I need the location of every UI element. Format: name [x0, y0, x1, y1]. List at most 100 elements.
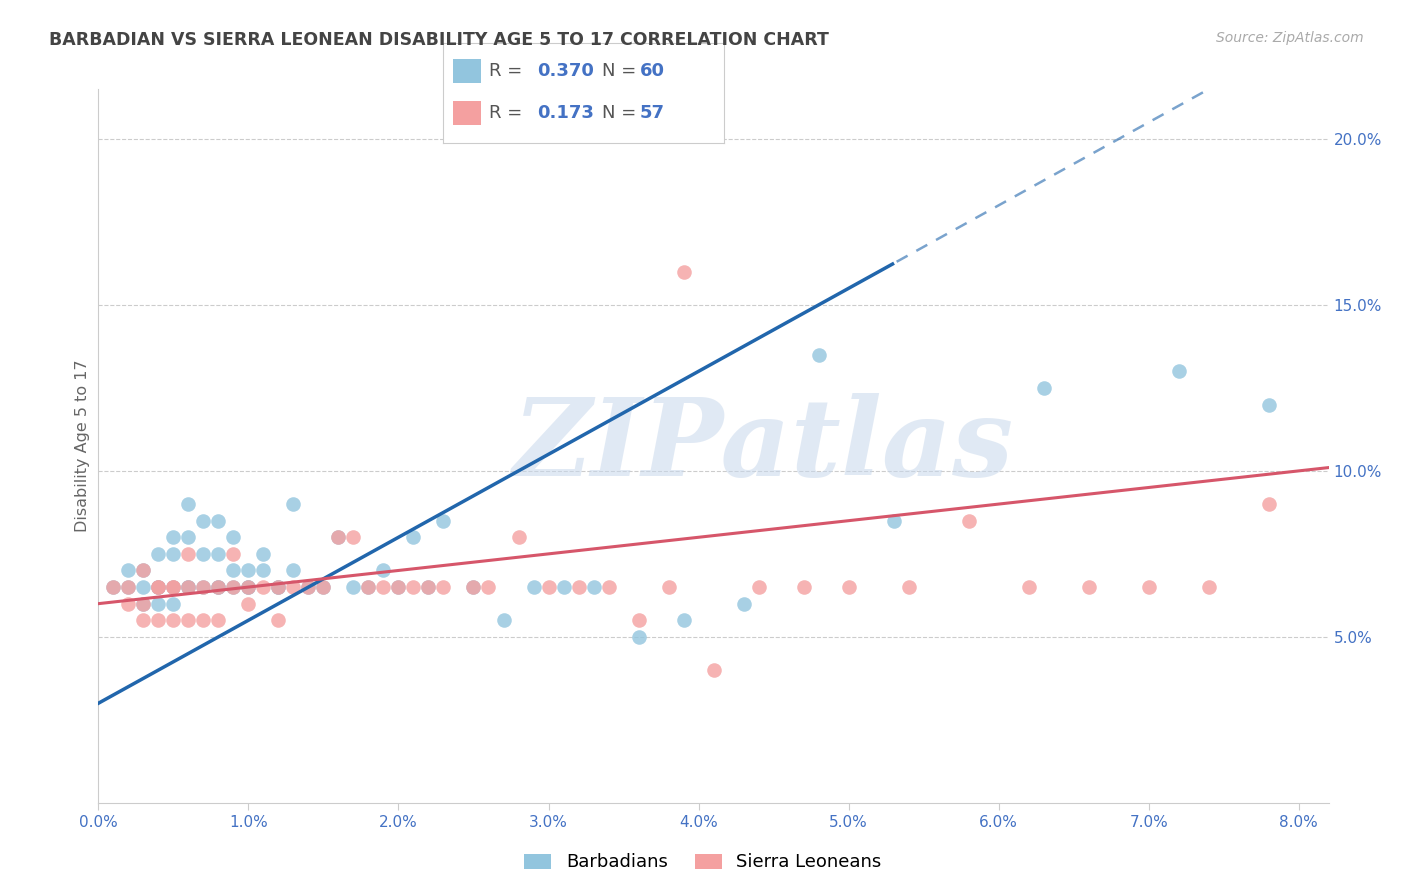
Point: [283, 564, 305, 578]
Point: [222, 530, 245, 544]
Point: [387, 580, 409, 594]
Point: [373, 580, 395, 594]
Point: [177, 613, 200, 627]
Point: [148, 613, 170, 627]
Point: [1167, 364, 1189, 378]
Point: [553, 580, 575, 594]
Point: [1018, 580, 1040, 594]
Point: [312, 580, 335, 594]
Text: N =: N =: [602, 62, 641, 79]
Point: [1257, 397, 1279, 411]
Text: R =: R =: [489, 103, 529, 121]
Point: [148, 597, 170, 611]
Point: [177, 497, 200, 511]
Point: [193, 580, 215, 594]
Point: [238, 597, 260, 611]
Point: [162, 530, 184, 544]
Point: [207, 547, 229, 561]
Point: [148, 580, 170, 594]
Point: [463, 580, 485, 594]
Point: [463, 580, 485, 594]
Point: [297, 580, 319, 594]
Point: [193, 613, 215, 627]
Bar: [453, 59, 481, 83]
Point: [132, 580, 155, 594]
Point: [162, 613, 184, 627]
Point: [132, 597, 155, 611]
Point: [267, 613, 290, 627]
Point: [703, 663, 725, 677]
Text: 57: 57: [640, 103, 665, 121]
Point: [193, 514, 215, 528]
Point: [238, 564, 260, 578]
Text: BARBADIAN VS SIERRA LEONEAN DISABILITY AGE 5 TO 17 CORRELATION CHART: BARBADIAN VS SIERRA LEONEAN DISABILITY A…: [49, 31, 830, 49]
Point: [162, 580, 184, 594]
Point: [342, 530, 364, 544]
Point: [283, 497, 305, 511]
Point: [957, 514, 980, 528]
Point: [883, 514, 905, 528]
Point: [402, 580, 425, 594]
Point: [177, 580, 200, 594]
Point: [162, 547, 184, 561]
Bar: [453, 101, 481, 125]
Point: [132, 613, 155, 627]
Point: [148, 580, 170, 594]
Point: [148, 547, 170, 561]
Point: [432, 580, 454, 594]
Text: N =: N =: [602, 103, 641, 121]
Point: [627, 613, 650, 627]
Point: [283, 580, 305, 594]
Point: [252, 547, 274, 561]
Point: [177, 530, 200, 544]
Point: [897, 580, 920, 594]
Point: [238, 580, 260, 594]
Point: [162, 580, 184, 594]
Point: [177, 547, 200, 561]
Point: [657, 580, 679, 594]
Point: [418, 580, 440, 594]
Point: [567, 580, 589, 594]
Point: [672, 265, 695, 279]
Point: [222, 547, 245, 561]
Point: [132, 597, 155, 611]
Point: [207, 580, 229, 594]
Text: ZIPatlas: ZIPatlas: [512, 393, 1014, 499]
Point: [222, 580, 245, 594]
Point: [432, 514, 454, 528]
Point: [1257, 497, 1279, 511]
Point: [312, 580, 335, 594]
Point: [357, 580, 380, 594]
Point: [1198, 580, 1220, 594]
Point: [117, 564, 139, 578]
Point: [1077, 580, 1099, 594]
Point: [267, 580, 290, 594]
Legend: Barbadians, Sierra Leoneans: Barbadians, Sierra Leoneans: [517, 847, 889, 879]
Point: [402, 530, 425, 544]
Text: 0.370: 0.370: [537, 62, 593, 79]
Point: [598, 580, 620, 594]
Text: Source: ZipAtlas.com: Source: ZipAtlas.com: [1216, 31, 1364, 45]
Point: [537, 580, 560, 594]
Text: 0.173: 0.173: [537, 103, 593, 121]
Point: [207, 613, 229, 627]
Point: [162, 597, 184, 611]
Point: [207, 580, 229, 594]
Point: [1032, 381, 1054, 395]
Y-axis label: Disability Age 5 to 17: Disability Age 5 to 17: [75, 359, 90, 533]
Point: [193, 580, 215, 594]
Point: [508, 530, 530, 544]
Point: [148, 580, 170, 594]
Point: [793, 580, 815, 594]
Point: [238, 580, 260, 594]
Point: [103, 580, 125, 594]
Point: [342, 580, 364, 594]
Point: [162, 580, 184, 594]
Point: [477, 580, 499, 594]
Point: [117, 580, 139, 594]
Point: [492, 613, 515, 627]
Point: [117, 597, 139, 611]
Point: [418, 580, 440, 594]
Point: [838, 580, 860, 594]
Point: [148, 580, 170, 594]
